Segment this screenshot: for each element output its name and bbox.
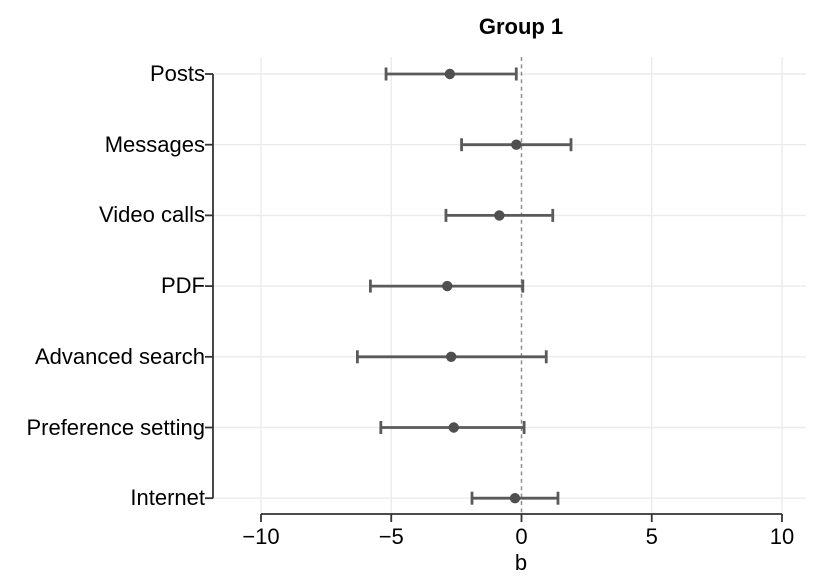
- chart-title: Group 1: [478, 14, 564, 39]
- point-estimate: [445, 351, 457, 362]
- category-label-advanced-search: Advanced search: [35, 343, 205, 369]
- estimate-row-2: [444, 208, 555, 222]
- category-label-pdf: PDF: [161, 273, 205, 299]
- xtick-label-0: 0: [515, 524, 528, 549]
- x-axis-label: b: [514, 550, 528, 575]
- xtick-label-5: 5: [645, 524, 658, 549]
- estimate-row-3: [369, 279, 525, 293]
- estimate-row-4: [355, 350, 548, 364]
- estimate-row-5: [379, 421, 526, 434]
- category-label-preference-setting: Preference setting: [26, 414, 205, 440]
- category-label-internet: Internet: [130, 485, 205, 511]
- estimate-row-6: [470, 491, 560, 505]
- point-estimate: [509, 493, 521, 504]
- point-estimate: [448, 422, 459, 433]
- point-estimate: [442, 280, 453, 292]
- category-label-video-calls: Video calls: [99, 202, 205, 228]
- category-label-posts: Posts: [149, 61, 205, 86]
- estimate-row-0: [384, 67, 518, 81]
- xtick-label-10: 10: [769, 524, 795, 549]
- point-estimate: [494, 210, 505, 221]
- category-label-messages: Messages: [104, 131, 205, 157]
- xtick-label-neg10: −10: [242, 524, 280, 549]
- estimate-row-1: [460, 138, 573, 152]
- point-estimate: [511, 139, 522, 150]
- point-estimate: [444, 68, 456, 80]
- xtick-label-neg5: −5: [378, 524, 404, 549]
